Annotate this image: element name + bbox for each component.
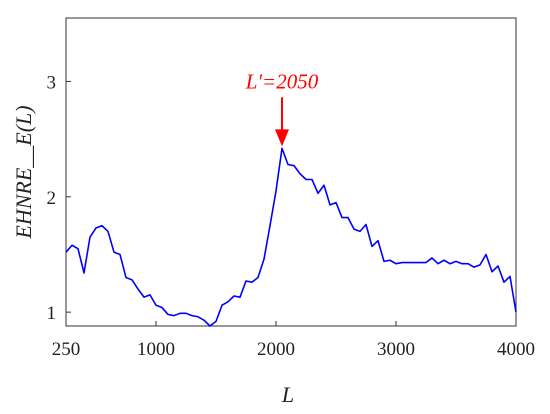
x-tick-label: 1000 [137, 339, 175, 360]
peak-annotation-label: L′=2050 [245, 69, 319, 93]
peak-annotation-arrow-head [275, 129, 289, 147]
plot-frame [65, 17, 517, 327]
y-tick-label: 2 [47, 188, 57, 209]
y-tick-label: 1 [47, 303, 57, 324]
y-axis-label: EHNRE__E(L) [11, 105, 36, 239]
x-tick-label: 2000 [257, 339, 295, 360]
peak-annotation: L′=2050 [245, 69, 319, 147]
x-tick-label: 4000 [497, 339, 535, 360]
y-tick-label: 3 [47, 72, 57, 93]
x-axis-label: L [281, 382, 294, 407]
x-axis-ticks: 250 1000 2000 3000 4000 [52, 321, 535, 360]
x-tick-label: 250 [52, 339, 81, 360]
series-line [65, 147, 517, 327]
y-axis-ticks: 1 2 3 [47, 72, 71, 324]
x-tick-label: 3000 [377, 339, 415, 360]
